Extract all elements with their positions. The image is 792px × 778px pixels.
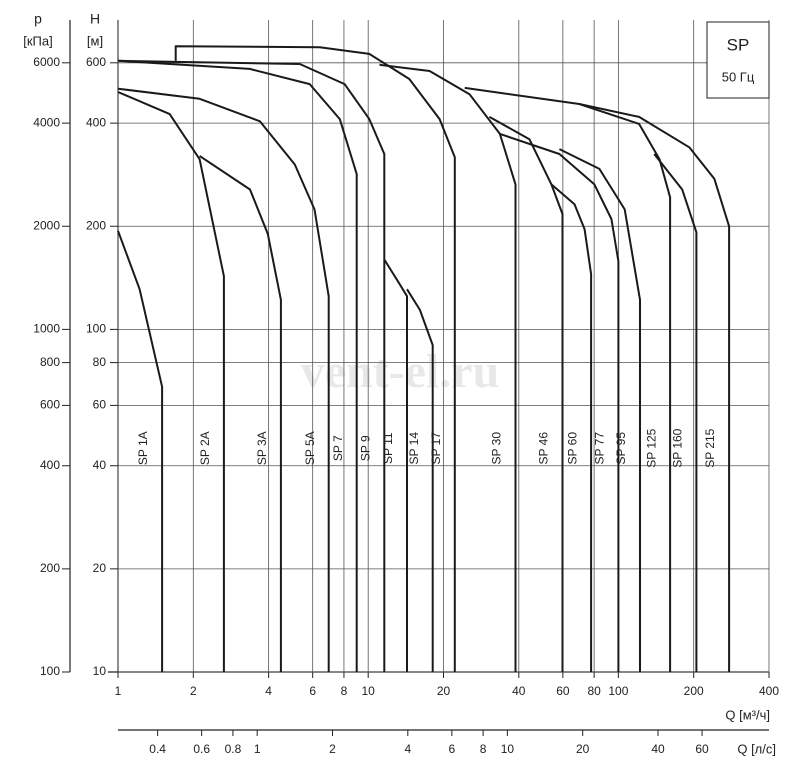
- series-label: SP 5A: [303, 431, 317, 465]
- series-label: SP 160: [671, 428, 685, 467]
- pump-curve: [199, 155, 282, 672]
- pump-curve: [117, 59, 358, 672]
- y2-tick-label: 6000: [33, 55, 60, 69]
- x2-label: Q [л/с]: [737, 741, 776, 756]
- pump-curve: [117, 87, 330, 672]
- series-label: SP 9: [358, 435, 372, 461]
- x-label: Q [м³/ч]: [725, 707, 770, 722]
- y2-tick-label: 1000: [33, 322, 60, 336]
- x-tick-label: 4: [265, 684, 272, 698]
- x-tick-label: 10: [362, 684, 376, 698]
- series-label: SP 2A: [198, 431, 212, 465]
- y-label: H: [90, 11, 100, 27]
- y2-tick-label: 4000: [33, 115, 60, 129]
- pump-curve: [653, 153, 698, 672]
- x-tick-label: 100: [608, 684, 628, 698]
- x-tick-label: 6: [309, 684, 316, 698]
- x-tick-label: 200: [684, 684, 704, 698]
- y2-tick-label: 200: [40, 561, 60, 575]
- pump-curve: [464, 86, 672, 672]
- series-label: SP 125: [644, 428, 658, 467]
- y2-tick-label: 2000: [33, 218, 60, 232]
- x2-tick-label: 0.8: [225, 742, 242, 756]
- y-tick-label: 200: [86, 218, 106, 232]
- x2-tick-label: 10: [501, 742, 515, 756]
- pump-curve: [117, 91, 225, 672]
- box-subtitle: 50 Гц: [722, 69, 755, 84]
- y2-tick-label: 100: [40, 664, 60, 678]
- x2-tick-label: 0.6: [193, 742, 210, 756]
- series-label: SP 14: [407, 432, 421, 465]
- x-tick-label: 1: [115, 684, 122, 698]
- x2-tick-label: 20: [576, 742, 590, 756]
- series-label: SP 95: [614, 432, 628, 465]
- pump-curve: [558, 148, 641, 672]
- x2-tick-label: 4: [404, 742, 411, 756]
- x-tick-label: 2: [190, 684, 197, 698]
- watermark: vent-el.ru: [301, 345, 500, 398]
- pump-curve: [579, 103, 731, 672]
- y2-tick-label: 400: [40, 458, 60, 472]
- y-tick-label: 80: [93, 355, 107, 369]
- x2-tick-label: 1: [254, 742, 261, 756]
- x-tick-label: 8: [341, 684, 348, 698]
- y-tick-label: 600: [86, 55, 106, 69]
- y-tick-label: 10: [93, 664, 107, 678]
- y-tick-label: 100: [86, 322, 106, 336]
- x-tick-label: 20: [437, 684, 451, 698]
- x-tick-label: 400: [759, 684, 779, 698]
- pump-curve: [499, 132, 620, 672]
- y2-tick-label: 800: [40, 355, 60, 369]
- x-tick-label: 60: [556, 684, 570, 698]
- pump-curve: [379, 63, 517, 672]
- pump-curve: [488, 116, 564, 672]
- series-label: SP 46: [537, 432, 551, 465]
- x2-tick-label: 60: [695, 742, 709, 756]
- x2-tick-label: 40: [651, 742, 665, 756]
- y2-label: p: [34, 11, 42, 27]
- series-label: SP 11: [381, 432, 395, 464]
- series-label: SP 77: [593, 432, 607, 465]
- series-label: SP 7: [331, 435, 345, 461]
- x-tick-label: 40: [512, 684, 526, 698]
- y2-unit: [кПа]: [23, 33, 53, 48]
- pump-curve: [117, 59, 386, 672]
- x-tick-label: 80: [587, 684, 601, 698]
- pump-curve: [406, 288, 434, 672]
- series-label: SP 1A: [136, 431, 150, 465]
- y2-tick-label: 600: [40, 398, 60, 412]
- y-tick-label: 40: [93, 458, 107, 472]
- x2-tick-label: 6: [449, 742, 456, 756]
- y-tick-label: 400: [86, 115, 106, 129]
- x2-tick-label: 0.4: [149, 742, 166, 756]
- pump-curve: [383, 258, 408, 672]
- x2-tick-label: 2: [329, 742, 336, 756]
- pump-curve: [550, 183, 593, 672]
- y-tick-label: 60: [93, 398, 107, 412]
- pump-curve: [117, 230, 164, 672]
- series-label: SP 60: [565, 432, 579, 465]
- title-box: [706, 21, 770, 99]
- x2-tick-label: 8: [480, 742, 487, 756]
- series-label: SP 17: [429, 432, 443, 465]
- y-unit: [м]: [87, 33, 103, 48]
- box-title: SP: [727, 35, 750, 54]
- series-label: SP 3A: [255, 431, 269, 465]
- series-label: SP 215: [703, 428, 717, 467]
- series-label: SP 30: [490, 432, 504, 465]
- y-tick-label: 20: [93, 561, 107, 575]
